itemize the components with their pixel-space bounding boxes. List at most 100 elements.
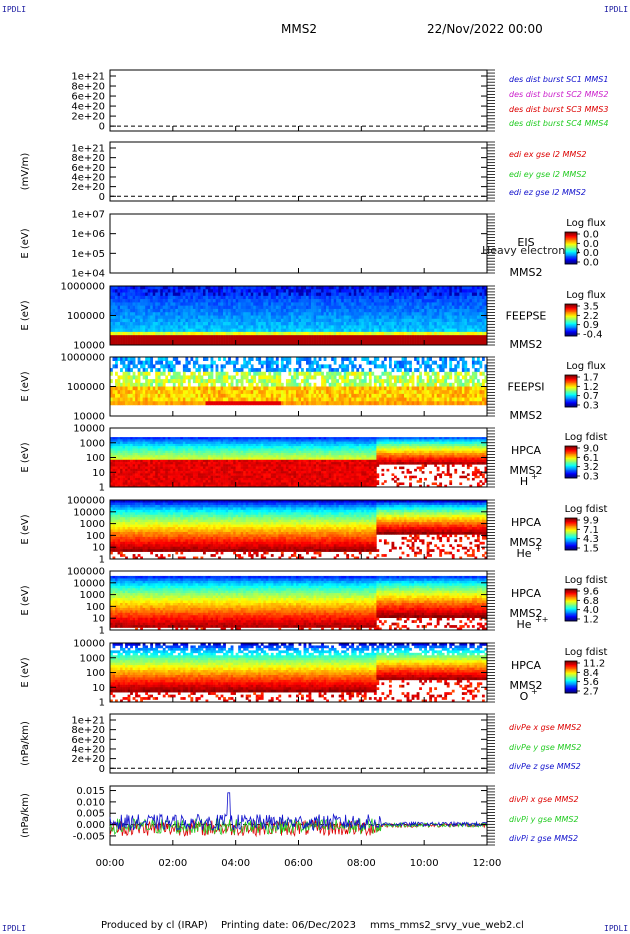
heatmap-cell <box>479 315 483 320</box>
heatmap-cell <box>125 357 128 361</box>
heatmap-cell <box>197 335 201 339</box>
heatmap-cell <box>122 464 126 467</box>
heatmap-cell <box>238 312 241 316</box>
heatmap-cell <box>120 375 123 380</box>
heatmap-cell <box>295 312 299 316</box>
heatmap-cell <box>313 382 317 387</box>
heatmap-cell <box>283 364 287 369</box>
heatmap-cell <box>110 452 113 456</box>
y-tick-label: 1e+21 <box>71 144 105 155</box>
heatmap-cell <box>142 382 146 387</box>
heatmap-cell <box>301 338 304 343</box>
heatmap-cell <box>238 295 241 300</box>
heatmap-cell <box>150 325 154 329</box>
heatmap-cell <box>414 286 417 290</box>
heatmap-cell <box>404 386 407 391</box>
heatmap-cell <box>444 375 448 380</box>
heatmap-cell <box>368 286 372 290</box>
heatmap-cell <box>190 328 194 333</box>
heatmap-cell <box>394 390 397 395</box>
heatmap-cell <box>426 308 430 313</box>
heatmap-cell <box>240 335 244 339</box>
heatmap-cell <box>210 292 214 297</box>
heatmap-cell <box>318 295 322 300</box>
heatmap-cell <box>411 299 415 303</box>
heatmap-cell <box>321 295 324 300</box>
heatmap-cell <box>233 393 236 398</box>
heatmap-cell <box>115 450 118 454</box>
heatmap-cell <box>258 338 262 343</box>
heatmap-cell <box>110 475 113 479</box>
heatmap-cell <box>318 292 322 297</box>
heatmap-cell <box>301 308 304 313</box>
heatmap-cell <box>383 335 387 339</box>
heatmap-cell <box>140 382 143 387</box>
heatmap-cell <box>391 308 395 313</box>
heatmap-cell <box>358 386 362 391</box>
heatmap-cell <box>411 292 415 297</box>
heatmap-cell <box>230 308 234 313</box>
heatmap-cell <box>386 322 390 326</box>
heatmap-cell <box>245 295 249 300</box>
heatmap-cell <box>295 328 299 333</box>
heatmap-cell <box>293 308 297 313</box>
heatmap-cell <box>248 315 252 320</box>
heatmap-cell <box>426 386 430 391</box>
heatmap-cell <box>155 325 159 329</box>
heatmap-cell <box>135 341 138 346</box>
heatmap-cell <box>205 325 209 329</box>
heatmap-cell <box>175 331 179 336</box>
heatmap-cell <box>363 397 367 402</box>
heatmap-cell <box>182 308 186 313</box>
heatmap-cell <box>233 318 236 323</box>
heatmap-cell <box>273 292 277 297</box>
heatmap-cell <box>288 312 292 316</box>
heatmap-cell <box>197 338 201 343</box>
heatmap-cell <box>220 375 224 380</box>
heatmap-cell <box>383 315 387 320</box>
heatmap-cell <box>343 335 347 339</box>
heatmap-cell <box>238 341 241 346</box>
heatmap-cell <box>288 360 292 365</box>
heatmap-cell <box>391 299 395 303</box>
heatmap-cell <box>223 308 226 313</box>
heatmap-cell <box>210 368 214 373</box>
heatmap-cell <box>348 315 352 320</box>
heatmap-cell <box>371 371 375 376</box>
heatmap-cell <box>238 328 241 333</box>
heatmap-cell <box>145 468 148 472</box>
heatmap-cell <box>353 364 357 369</box>
heatmap-cell <box>150 302 154 306</box>
heatmap-cell <box>441 386 445 391</box>
heatmap-cell <box>122 437 126 440</box>
heatmap-cell <box>404 331 407 336</box>
heatmap-cell <box>182 386 186 391</box>
heatmap-cell <box>285 331 289 336</box>
heatmap-cell <box>185 325 189 329</box>
heatmap-cell <box>140 466 143 470</box>
heatmap-cell <box>223 328 226 333</box>
legend-entry: edi ex gse l2 MMS2 <box>509 150 587 159</box>
heatmap-cell <box>122 292 126 297</box>
heatmap-cell <box>142 459 146 463</box>
heatmap-cell <box>197 331 201 336</box>
heatmap-cell <box>112 450 116 454</box>
heatmap-cell <box>323 308 327 313</box>
heatmap-cell <box>358 295 362 300</box>
heatmap-cell <box>348 393 352 398</box>
heatmap-cell <box>421 379 425 384</box>
heatmap-cell <box>253 292 257 297</box>
heatmap-cell <box>426 328 430 333</box>
heatmap-cell <box>476 393 480 398</box>
heatmap-cell <box>341 299 345 303</box>
heatmap-cell <box>449 357 453 361</box>
heatmap-cell <box>260 390 264 395</box>
heatmap-cell <box>175 379 179 384</box>
heatmap-cell <box>414 386 417 391</box>
heatmap-cell <box>135 480 138 483</box>
heatmap-cell <box>431 331 435 336</box>
heatmap-cell <box>404 379 407 384</box>
heatmap-cell <box>210 360 214 365</box>
heatmap-cell <box>406 335 410 339</box>
heatmap-cell <box>112 299 116 303</box>
